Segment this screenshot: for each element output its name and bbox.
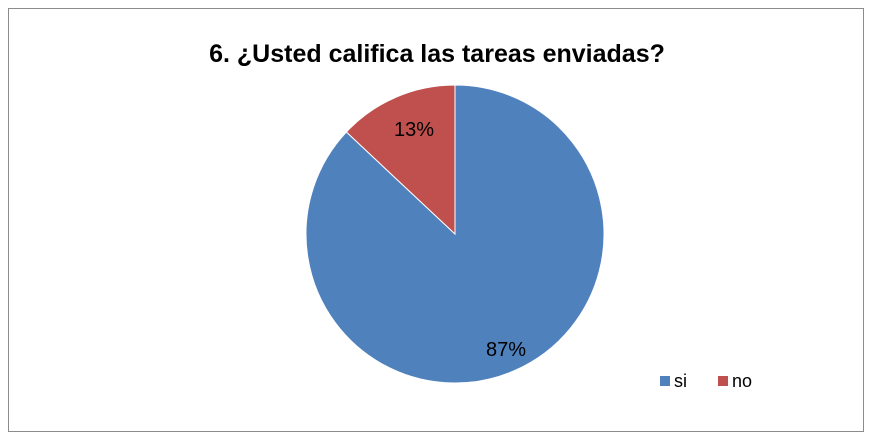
pie-data-labels: 87% 13% [394, 119, 526, 361]
pie-slice-no [345, 84, 456, 236]
pie-slice-si [305, 84, 605, 384]
legend-label-no: no [732, 371, 752, 391]
data-label-si: 87% [486, 339, 526, 361]
legend-swatch-si [660, 376, 670, 386]
data-label-no: 13% [394, 119, 434, 141]
legend-label-si: si [674, 371, 687, 391]
legend-swatch-no [718, 376, 728, 386]
legend: si no [660, 371, 752, 391]
chart-title: 6. ¿Usted califica las tareas enviadas? [209, 40, 665, 68]
pie-slices [305, 84, 605, 384]
